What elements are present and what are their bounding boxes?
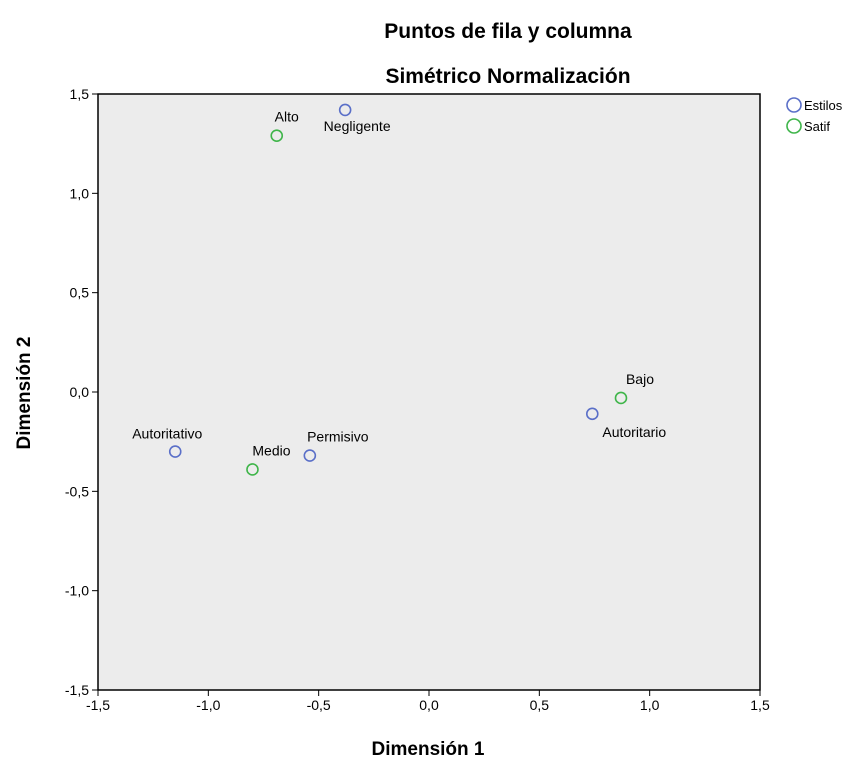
y-axis: -1,5 -1,0 -0,5 0,0 0,5 1,0 1,5	[65, 86, 98, 698]
point-label-negligente: Negligente	[324, 118, 391, 134]
y-tick-label: -1,5	[65, 682, 89, 698]
y-tick-label: 0,0	[70, 384, 90, 400]
x-tick-label: 0,5	[530, 697, 550, 713]
point-label-autoritario: Autoritario	[602, 424, 666, 440]
legend-marker-estilos	[786, 97, 802, 113]
point-medio	[246, 463, 259, 476]
x-axis: -1,5 -1,0 -0,5 0,0 0,5 1,0 1,5	[86, 690, 770, 713]
point-autoritario	[585, 407, 599, 421]
point-label-autoritativo: Autoritativo	[132, 426, 202, 442]
x-tick-label: 0,0	[419, 697, 439, 713]
legend-marker-satif	[786, 118, 802, 134]
chart-subtitle: Simétrico Normalización	[385, 65, 630, 88]
x-axis-title: Dimensión 1	[372, 739, 485, 760]
x-tick-label: -0,5	[307, 697, 331, 713]
x-tick-label: 1,5	[750, 697, 770, 713]
point-label-bajo: Bajo	[626, 371, 654, 387]
data-points: Negligente Autoritativo Permisivo Autoritar…	[132, 103, 666, 476]
point-negligente	[338, 103, 352, 117]
point-alto	[270, 129, 284, 143]
point-permisivo	[303, 449, 317, 462]
point-bajo	[614, 391, 628, 405]
x-tick-label: -1,5	[86, 697, 110, 713]
point-label-medio: Medio	[252, 442, 290, 458]
y-tick-label: -1,0	[65, 583, 89, 599]
legend-label-satif: Satif	[804, 119, 830, 134]
point-label-alto: Alto	[275, 109, 299, 125]
legend-label-estilos: Estilos	[804, 98, 843, 113]
point-autoritativo	[168, 445, 182, 458]
plot-area	[97, 93, 761, 691]
y-axis-title: Dimensión 2	[14, 337, 35, 450]
y-tick-label: 1,5	[70, 86, 90, 102]
x-tick-label: -1,0	[196, 697, 220, 713]
y-tick-label: 1,0	[70, 185, 90, 201]
x-tick-label: 1,0	[640, 697, 660, 713]
y-tick-label: -0,5	[65, 483, 89, 499]
point-label-permisivo: Permisivo	[307, 429, 369, 445]
y-tick-label: 0,5	[70, 285, 90, 301]
chart-title: Puntos de fila y columna	[384, 20, 632, 43]
legend: Estilos Satif	[786, 97, 843, 134]
